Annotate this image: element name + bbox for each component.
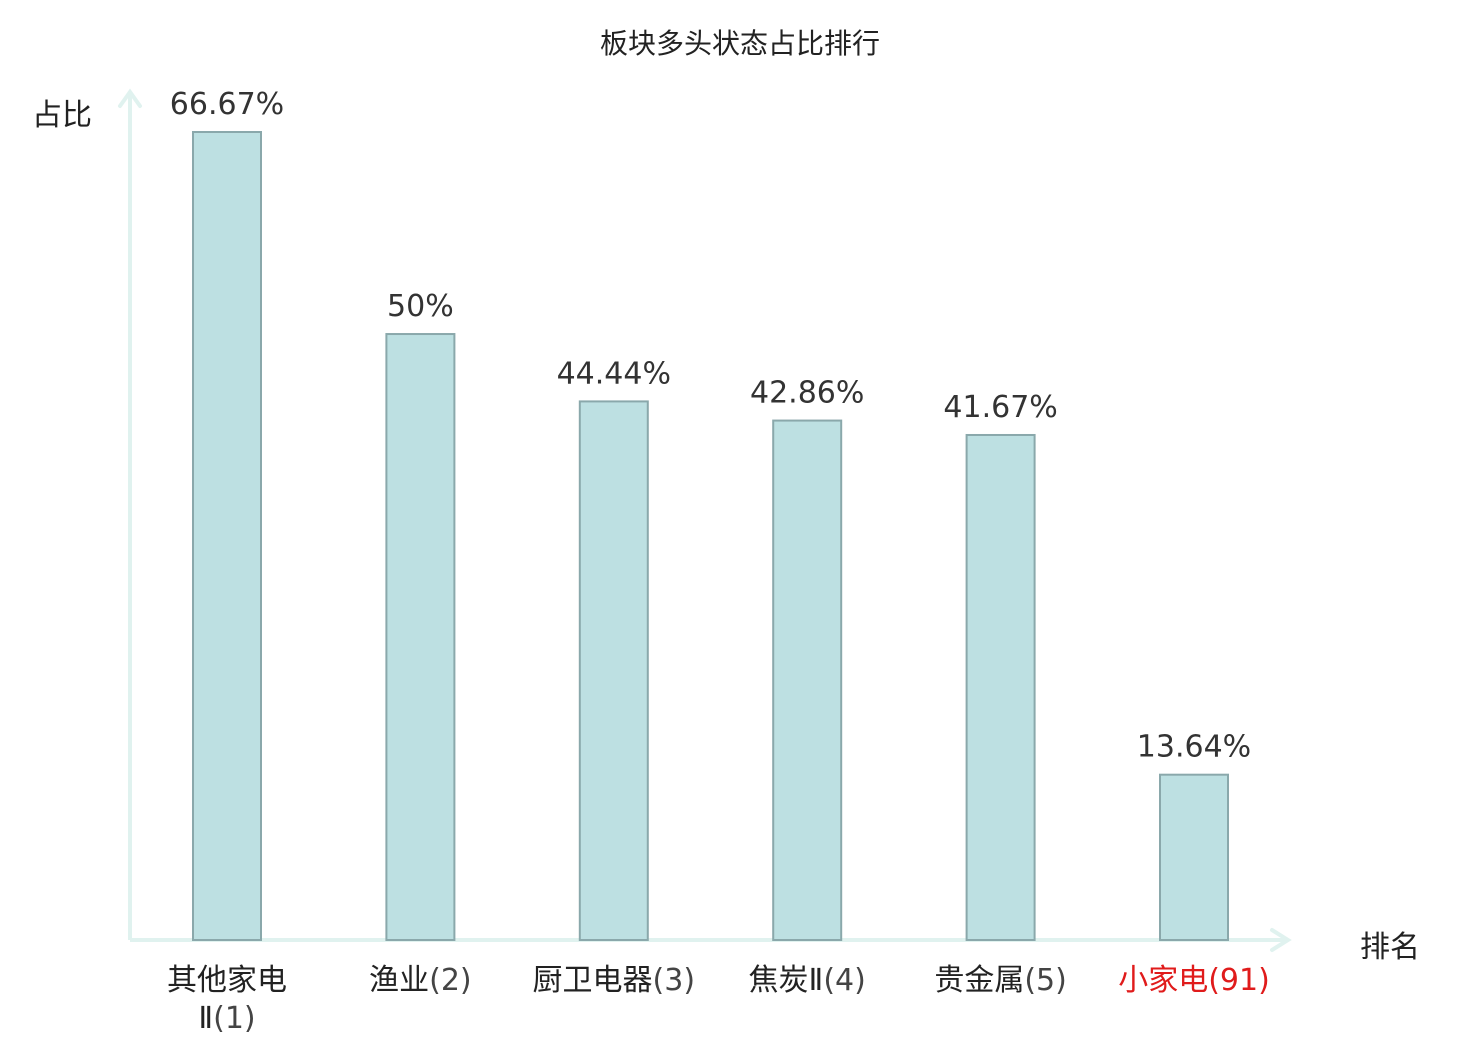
bar bbox=[385, 333, 456, 942]
data-label: 42.86% bbox=[750, 376, 864, 411]
x-tick-label: 厨卫电器(3) bbox=[504, 962, 724, 1000]
x-axis-arrow bbox=[1270, 928, 1292, 952]
bar bbox=[965, 433, 1036, 941]
category-name: 其他家电Ⅱ bbox=[167, 963, 287, 1036]
category-rank: (4) bbox=[823, 963, 866, 998]
bar bbox=[772, 419, 843, 942]
y-axis-arrow bbox=[118, 88, 142, 108]
x-tick-label: 其他家电Ⅱ(1) bbox=[152, 962, 302, 1038]
data-label: 66.67% bbox=[170, 87, 284, 122]
data-label: 50% bbox=[387, 289, 454, 324]
bar bbox=[1159, 773, 1229, 941]
category-rank: (91) bbox=[1208, 963, 1270, 998]
data-label: 13.64% bbox=[1137, 730, 1251, 765]
y-axis-label: 占比 bbox=[32, 98, 92, 133]
category-rank: (2) bbox=[429, 963, 472, 998]
x-tick-label: 小家电(91) bbox=[1084, 962, 1304, 1000]
x-axis-label: 排名 bbox=[1360, 930, 1420, 965]
category-name: 渔业 bbox=[369, 963, 430, 998]
category-name: 焦炭Ⅱ bbox=[748, 963, 824, 998]
category-name: 小家电 bbox=[1118, 963, 1209, 998]
category-name: 厨卫电器 bbox=[532, 963, 653, 998]
category-rank: (5) bbox=[1024, 963, 1067, 998]
category-name: 贵金属 bbox=[934, 963, 1025, 998]
bar bbox=[578, 400, 649, 941]
data-label: 41.67% bbox=[943, 390, 1057, 425]
x-tick-label: 贵金属(5) bbox=[891, 962, 1111, 1000]
bar bbox=[192, 131, 262, 941]
category-rank: (3) bbox=[652, 963, 696, 998]
x-tick-label: 渔业(2) bbox=[310, 962, 530, 1000]
category-rank: (1) bbox=[213, 1001, 256, 1036]
x-tick-label: 焦炭Ⅱ(4) bbox=[697, 962, 917, 1000]
chart-title: 板块多头状态占比排行 bbox=[599, 27, 880, 60]
data-label: 44.44% bbox=[557, 356, 671, 391]
